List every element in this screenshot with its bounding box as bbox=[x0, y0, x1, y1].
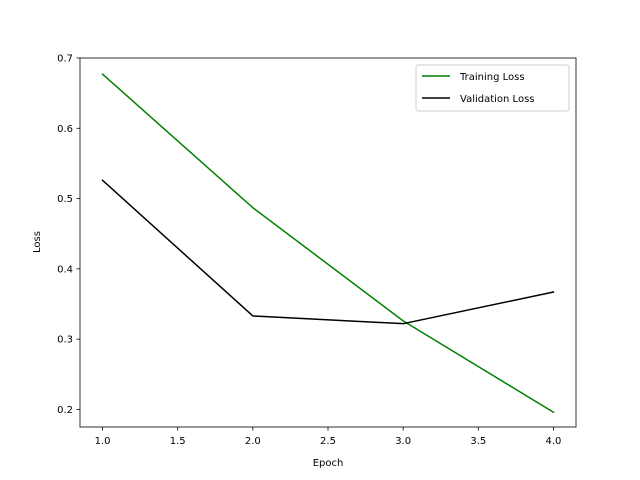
x-axis-ticks: 1.0 1.5 2.0 2.5 3.0 3.5 4.0 bbox=[95, 427, 562, 447]
x-tick-label: 3.5 bbox=[470, 436, 486, 447]
x-tick-label: 2.0 bbox=[245, 436, 261, 447]
y-tick-label: 0.7 bbox=[57, 54, 73, 65]
legend-label: Validation Loss bbox=[460, 94, 535, 105]
y-tick-label: 0.4 bbox=[57, 264, 73, 275]
y-tick-label: 0.5 bbox=[57, 194, 73, 205]
y-axis-ticks: 0.2 0.3 0.4 0.5 0.6 0.7 bbox=[57, 54, 80, 416]
x-tick-label: 1.0 bbox=[95, 436, 111, 447]
y-axis-label: Loss bbox=[32, 231, 43, 253]
legend-box bbox=[415, 64, 570, 112]
y-tick-label: 0.2 bbox=[57, 405, 73, 416]
x-tick-label: 1.5 bbox=[170, 436, 186, 447]
x-axis-label: Epoch bbox=[313, 458, 344, 469]
series-lines bbox=[101, 73, 555, 414]
x-tick-label: 3.0 bbox=[395, 436, 411, 447]
series-line-validation-loss bbox=[101, 179, 555, 325]
y-tick-label: 0.3 bbox=[57, 335, 73, 346]
x-tick-label: 2.5 bbox=[320, 436, 336, 447]
legend-label: Training Loss bbox=[459, 72, 525, 83]
series-line-training-loss bbox=[101, 73, 555, 414]
plot-area-frame bbox=[79, 57, 577, 428]
x-tick-label: 4.0 bbox=[546, 436, 562, 447]
legend: Training Loss Validation Loss bbox=[415, 64, 570, 112]
y-tick-label: 0.6 bbox=[57, 124, 73, 135]
